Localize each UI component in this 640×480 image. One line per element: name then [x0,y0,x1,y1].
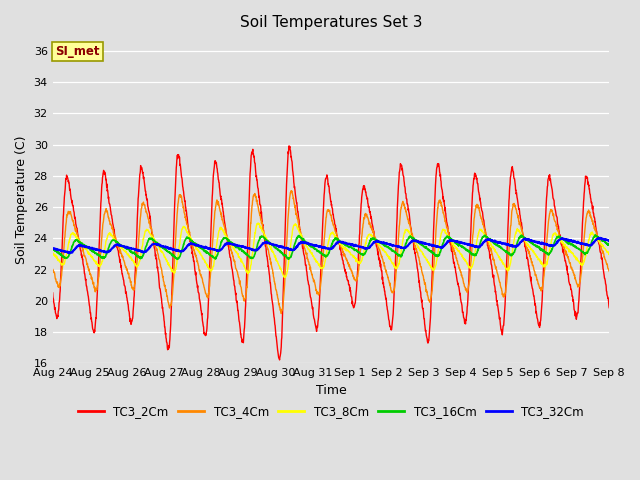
TC3_2Cm [589,210,597,216]
TC3_16Cm [77,240,85,246]
TC3_2Cm [320,197,328,203]
Legend: TC3_2Cm, TC3_4Cm, TC3_8Cm, TC3_16Cm, TC3_32Cm: TC3_2Cm, TC3_4Cm, TC3_8Cm, TC3_16Cm, TC3… [73,401,589,423]
TC3_8Cm [77,240,85,246]
TC3_32Cm [320,244,328,250]
TC3_8Cm [320,263,328,269]
TC3_8Cm [589,232,597,238]
Line: TC3_2Cm: TC3_2Cm [52,146,609,360]
TC3_4Cm [589,222,597,228]
Line: TC3_4Cm: TC3_4Cm [52,191,609,313]
Line: TC3_32Cm: TC3_32Cm [52,238,609,253]
TC3_2Cm [605,305,613,311]
TC3_16Cm [605,241,613,247]
Title: Soil Temperatures Set 3: Soil Temperatures Set 3 [239,15,422,30]
TC3_32Cm [77,242,85,248]
TC3_4Cm [488,247,495,253]
Line: TC3_8Cm: TC3_8Cm [52,223,609,277]
TC3_4Cm [287,188,295,194]
TC3_4Cm [305,262,313,267]
TC3_8Cm [282,275,289,280]
Line: TC3_16Cm: TC3_16Cm [52,235,609,259]
TC3_32Cm [605,238,613,244]
TC3_4Cm [605,268,613,274]
TC3_2Cm [305,282,313,288]
TC3_32Cm [596,235,604,240]
TC3_8Cm [589,232,597,238]
TC3_2Cm [276,357,284,363]
TC3_16Cm [589,236,597,241]
TC3_4Cm [320,242,328,248]
Text: SI_met: SI_met [56,45,100,58]
TC3_2Cm [589,210,597,216]
TC3_32Cm [487,238,495,243]
TC3_2Cm [488,262,495,267]
TC3_8Cm [488,242,495,248]
TC3_32Cm [66,250,74,256]
TC3_2Cm [285,143,293,149]
TC3_8Cm [605,250,613,256]
TC3_32Cm [589,240,597,245]
TC3_16Cm [589,235,597,240]
TC3_16Cm [320,252,328,258]
TC3_4Cm [589,221,597,227]
TC3_4Cm [77,243,85,249]
TC3_4Cm [49,266,56,272]
TC3_16Cm [591,232,599,238]
TC3_2Cm [77,249,85,254]
TC3_8Cm [305,246,313,252]
X-axis label: Time: Time [316,384,346,397]
TC3_16Cm [487,239,495,244]
TC3_16Cm [173,256,181,262]
TC3_4Cm [277,311,285,316]
TC3_8Cm [255,220,262,226]
Y-axis label: Soil Temperature (C): Soil Temperature (C) [15,135,28,264]
TC3_8Cm [49,250,56,256]
TC3_2Cm [49,290,56,296]
TC3_16Cm [305,241,312,247]
TC3_32Cm [305,240,312,246]
TC3_32Cm [589,240,597,246]
TC3_32Cm [49,246,56,252]
TC3_16Cm [49,247,56,252]
